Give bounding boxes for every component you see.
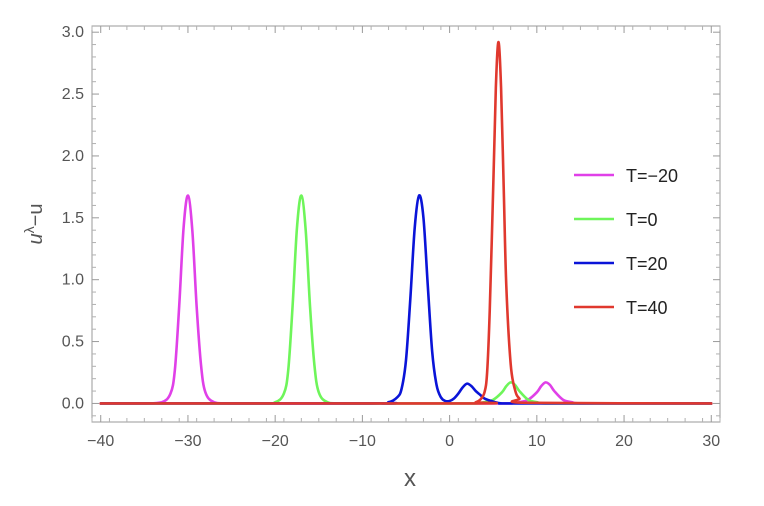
x-tick-label: −40	[87, 433, 114, 450]
x-tick-label: 10	[528, 433, 546, 450]
y-axis-title-base: u	[25, 233, 47, 244]
x-tick-label: −30	[174, 433, 201, 450]
series-line-4	[99, 40, 713, 405]
y-tick-label: 1.0	[62, 272, 84, 289]
y-axis-title-tail: −u	[25, 204, 47, 227]
x-tick-label: −10	[349, 433, 376, 450]
y-axis-title-superscript: λ	[21, 226, 37, 233]
legend-label-2: T=0	[626, 210, 658, 230]
y-tick-label: 2.0	[62, 148, 84, 165]
legend-label-3: T=20	[626, 254, 668, 274]
x-tick-label: 20	[615, 433, 633, 450]
x-tick-label: 0	[445, 433, 454, 450]
x-axis-title: x	[404, 465, 416, 492]
y-tick-label: 0.0	[62, 395, 84, 412]
y-tick-label: 0.5	[62, 334, 84, 351]
x-tick-label: 30	[702, 433, 720, 450]
axis-ticks	[91, 26, 721, 422]
legend: T=−20 T=0 T=20 T=40	[574, 166, 678, 318]
x-tick-label: −20	[262, 433, 289, 450]
x-axis-tick-labels: −40 −30 −20 −10 0 10 20 30	[87, 433, 720, 450]
y-tick-label: 3.0	[62, 24, 84, 41]
y-tick-label: 2.5	[62, 86, 84, 103]
series-line-1	[99, 194, 713, 405]
legend-label-1: T=−20	[626, 166, 678, 186]
series-line-3	[99, 194, 713, 405]
svg-text:uλ−u: uλ−u	[21, 204, 47, 245]
series-lines	[99, 40, 713, 405]
y-axis-tick-labels: 0.0 0.5 1.0 1.5 2.0 2.5 3.0	[62, 24, 84, 412]
y-tick-label: 1.5	[62, 210, 84, 227]
y-axis-title: uλ−u	[21, 204, 47, 245]
legend-label-4: T=40	[626, 298, 668, 318]
